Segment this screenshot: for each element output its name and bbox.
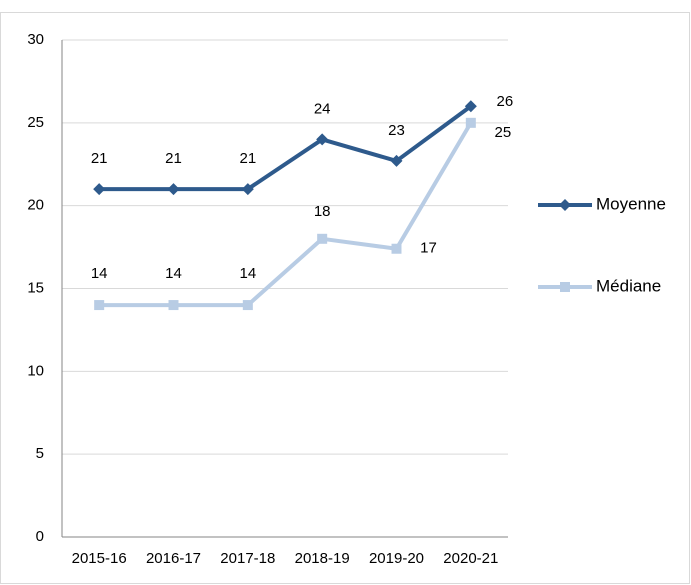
- data-point: [464, 100, 477, 113]
- legend-marker: [560, 282, 570, 292]
- data-label: 21: [239, 150, 256, 167]
- data-label: 23: [388, 122, 405, 139]
- data-point: [317, 233, 328, 244]
- data-point: [391, 243, 402, 254]
- data-label: 18: [314, 203, 331, 220]
- data-label: 14: [239, 265, 256, 282]
- legend-label: Moyenne: [596, 194, 666, 213]
- y-tick-label: 20: [27, 197, 44, 214]
- x-tick-label: 2020-21: [443, 550, 498, 567]
- x-tick-label: 2018-19: [295, 550, 350, 567]
- y-tick-label: 0: [36, 528, 44, 545]
- data-point: [316, 133, 329, 146]
- y-tick-label: 15: [27, 279, 44, 296]
- x-tick-label: 2019-20: [369, 550, 424, 567]
- data-label: 26: [496, 93, 513, 110]
- data-label: 25: [494, 124, 511, 141]
- data-label: 14: [91, 265, 108, 282]
- data-label: 17: [420, 240, 437, 257]
- data-label: 24: [314, 100, 331, 117]
- x-tick-label: 2016-17: [146, 550, 201, 567]
- data-point: [168, 300, 179, 311]
- x-tick-label: 2015-16: [72, 550, 127, 567]
- x-tick-label: 2017-18: [220, 550, 275, 567]
- data-point: [241, 183, 254, 196]
- series-line: [99, 104, 473, 192]
- data-point: [94, 300, 105, 311]
- data-point: [390, 154, 403, 167]
- data-label: 21: [165, 150, 182, 167]
- legend-marker: [559, 199, 571, 211]
- y-tick-label: 30: [27, 31, 44, 48]
- data-point: [242, 300, 253, 311]
- data-label: 14: [165, 265, 182, 282]
- data-point: [465, 117, 476, 128]
- data-point: [167, 183, 180, 196]
- y-tick-label: 25: [27, 114, 44, 131]
- series-line: [99, 121, 473, 308]
- data-label: 21: [91, 150, 108, 167]
- data-point: [93, 183, 106, 196]
- chart-frame: [0, 12, 690, 584]
- y-tick-label: 5: [36, 445, 44, 462]
- y-tick-label: 10: [27, 362, 44, 379]
- legend-label: Médiane: [596, 276, 661, 295]
